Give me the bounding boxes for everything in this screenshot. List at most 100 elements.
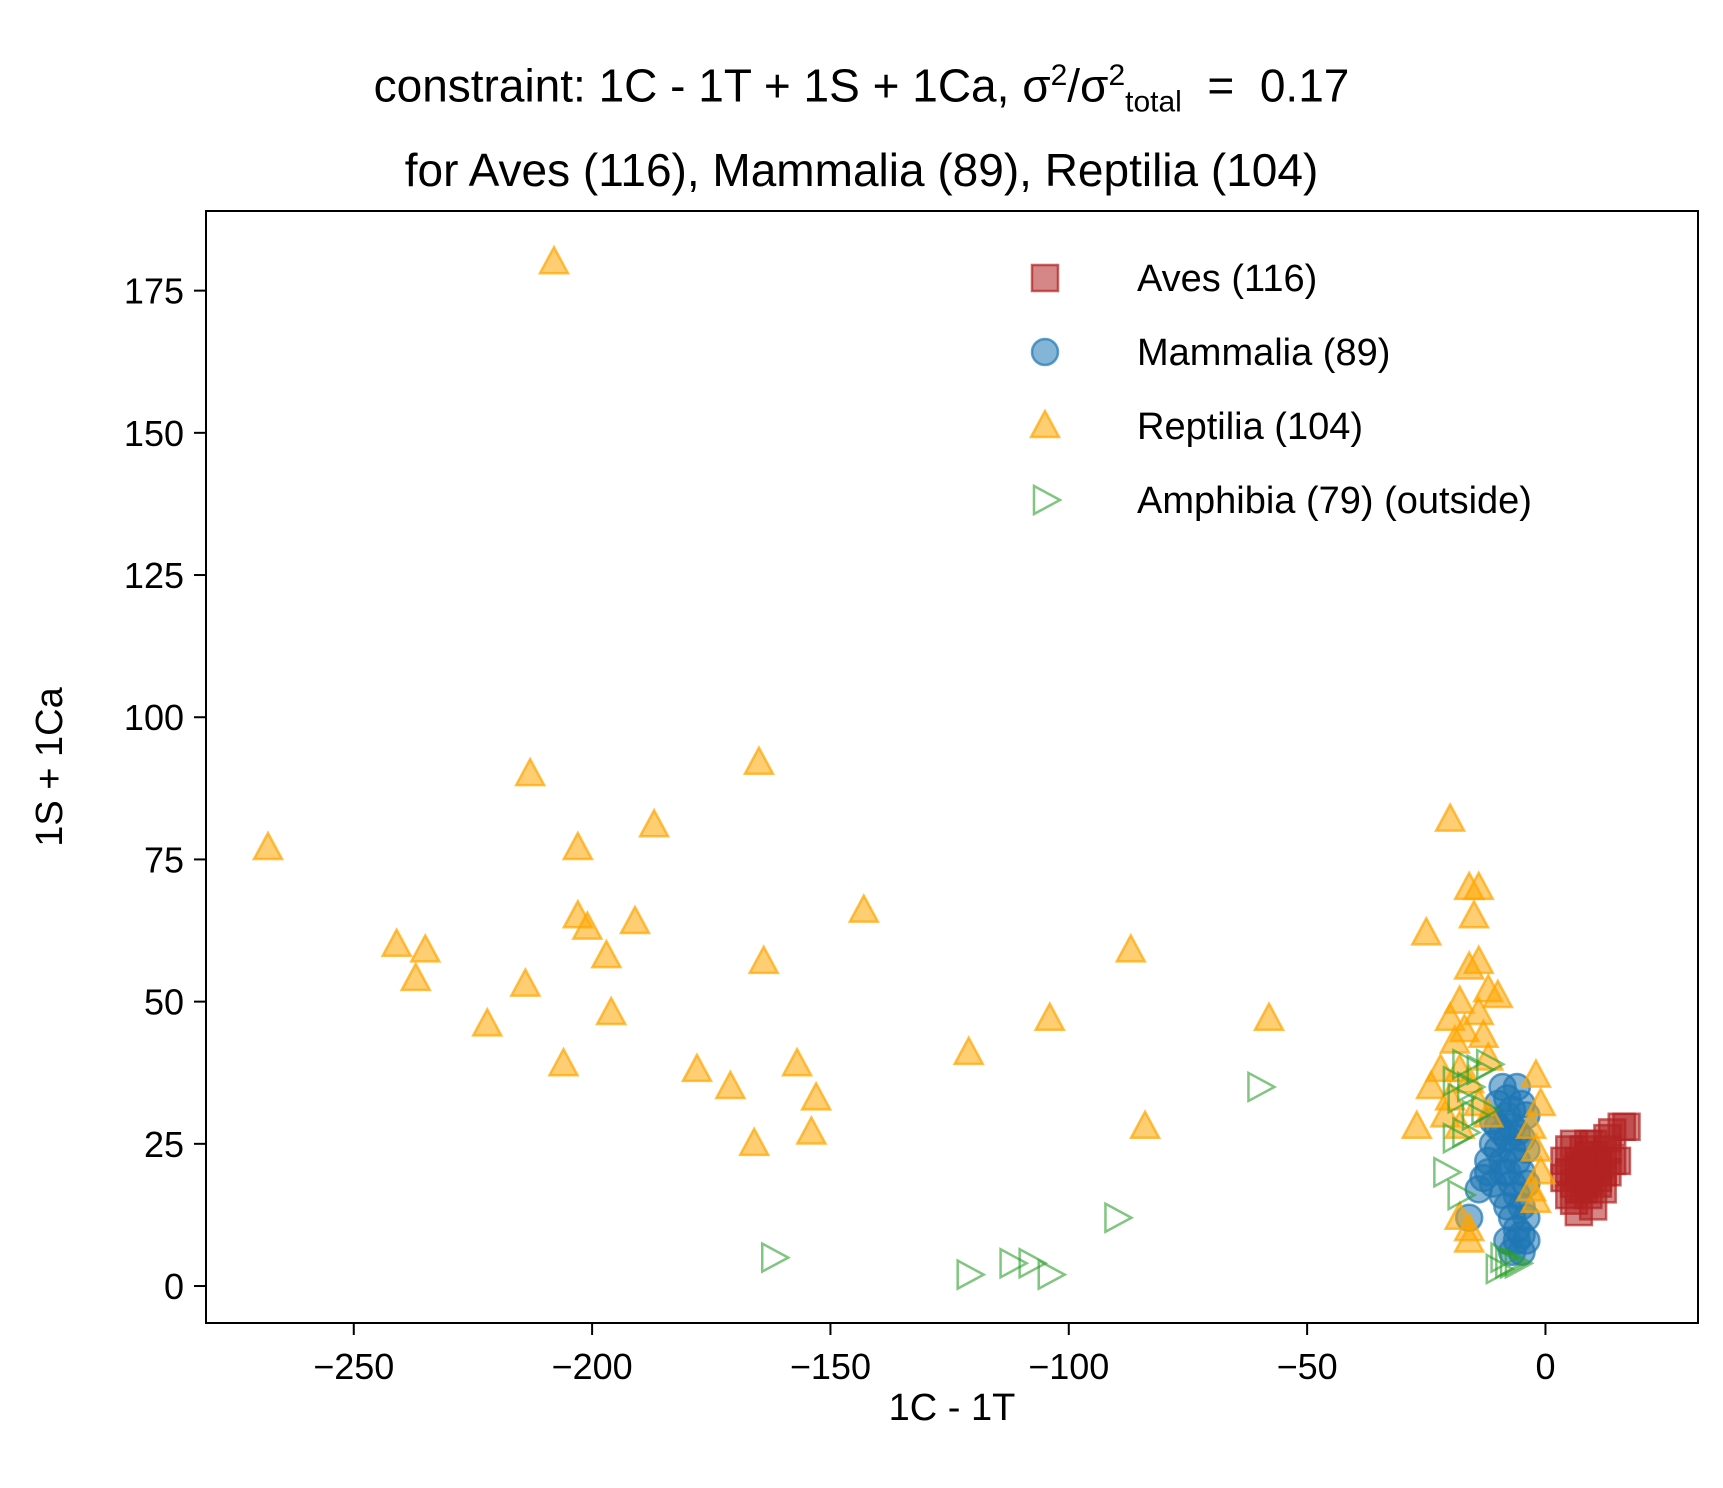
data-point — [1462, 870, 1495, 901]
y-tick-label: 100 — [124, 697, 184, 738]
title-sub: total — [1125, 85, 1182, 119]
data-point — [514, 756, 547, 787]
y-tick-label: 25 — [144, 1124, 184, 1165]
marks-layer — [251, 244, 1641, 1291]
data-point — [742, 745, 776, 775]
data-point — [547, 1046, 580, 1077]
data-point — [571, 910, 604, 940]
data-point — [380, 927, 413, 957]
legend-entry: Aves (116) — [1030, 258, 1317, 300]
data-point — [618, 904, 652, 935]
y-tick-label: 0 — [164, 1266, 184, 1307]
data-point — [1433, 1156, 1463, 1189]
data-point — [1476, 1048, 1506, 1081]
y-tick-label: 50 — [144, 982, 184, 1023]
title-sup-1: 2 — [1050, 59, 1068, 92]
y-axis-label: 1S + 1Ca — [29, 686, 71, 846]
data-point — [590, 938, 623, 969]
series-0 — [1550, 1112, 1641, 1227]
x-tick-label: 0 — [1535, 1346, 1555, 1387]
data-point — [1488, 1158, 1517, 1187]
data-point — [1252, 1001, 1286, 1031]
data-point — [1434, 1001, 1467, 1031]
series-3 — [760, 1048, 1535, 1291]
y-tick-label: 175 — [124, 271, 184, 312]
data-point — [1037, 1258, 1068, 1291]
data-point — [1128, 1109, 1162, 1140]
title-prefix: constraint: 1C - 1T + 1S + 1Ca, σ — [373, 59, 1051, 112]
legend-label: Mammalia (89) — [1137, 332, 1390, 374]
data-point — [952, 1035, 985, 1066]
data-point — [1481, 978, 1514, 1009]
data-point — [1447, 1178, 1478, 1212]
data-point — [409, 932, 442, 963]
series-1 — [1454, 1072, 1541, 1267]
data-point — [1515, 1109, 1548, 1140]
data-point — [714, 1069, 747, 1100]
data-point — [637, 807, 671, 838]
data-point — [1414, 1069, 1448, 1100]
data-point — [399, 961, 432, 992]
legend-label: Amphibia (79) (outside) — [1137, 480, 1532, 522]
data-point — [1483, 1135, 1513, 1164]
data-point — [1519, 1131, 1553, 1162]
data-point — [1447, 1082, 1478, 1115]
data-point — [1519, 1057, 1553, 1088]
data-point — [760, 1241, 791, 1274]
data-point — [1104, 1201, 1135, 1234]
data-point — [509, 966, 542, 997]
legend-marker — [1032, 483, 1063, 517]
data-point — [1438, 1023, 1471, 1054]
data-point — [561, 830, 594, 861]
data-point — [1462, 995, 1495, 1026]
legend-marker — [1028, 408, 1062, 439]
y-tick-label: 75 — [144, 839, 184, 880]
data-point — [1442, 1122, 1473, 1155]
title-suffix: = 0.17 — [1181, 59, 1350, 112]
data-point — [1018, 1247, 1049, 1280]
legend-entry: Mammalia (89) — [1030, 332, 1390, 374]
data-point — [1247, 1070, 1278, 1104]
x-tick-label: −150 — [790, 1346, 871, 1387]
data-point — [1583, 1152, 1613, 1181]
data-point — [1471, 1093, 1502, 1126]
data-point — [1033, 1001, 1066, 1031]
chart-title-line2: for Aves (116), Mammalia (89), Reptilia … — [404, 144, 1319, 196]
data-point — [1453, 1222, 1486, 1253]
data-point — [1504, 1247, 1535, 1280]
data-point — [999, 1247, 1030, 1280]
data-point — [1114, 932, 1147, 963]
legend-entry: Reptilia (104) — [1028, 406, 1363, 448]
y-tick-label: 150 — [124, 413, 184, 454]
legend-entry: Amphibia (79) (outside) — [1032, 480, 1532, 522]
data-point — [1467, 1018, 1500, 1049]
data-point — [800, 1080, 833, 1111]
data-point — [1485, 1252, 1516, 1286]
plot-frame — [205, 210, 1699, 1324]
x-tick-label: −200 — [552, 1346, 633, 1387]
data-point — [251, 830, 285, 861]
data-point — [1519, 1183, 1553, 1213]
data-point — [1462, 944, 1495, 975]
data-point — [1410, 915, 1443, 946]
data-point — [1434, 801, 1467, 832]
legend-marker — [1030, 263, 1060, 293]
data-point — [847, 892, 880, 923]
data-point — [795, 1114, 828, 1145]
chart-title-line1: constraint: 1C - 1T + 1S + 1Ca, σ2/σ2tot… — [0, 48, 1723, 131]
data-point — [1457, 898, 1491, 929]
data-point — [738, 1126, 771, 1157]
data-point — [595, 995, 628, 1026]
data-point — [471, 1006, 504, 1037]
data-point — [537, 244, 571, 275]
data-point — [1452, 1048, 1483, 1081]
legend: Aves (116) Mammalia (89) Reptilia (104) Amp… — [1028, 258, 1532, 522]
x-tick-label: −50 — [1277, 1346, 1338, 1387]
series-2 — [251, 244, 1557, 1253]
legend-label: Aves (116) — [1137, 258, 1317, 300]
data-point — [1524, 1086, 1557, 1117]
data-point — [747, 944, 780, 975]
data-point — [680, 1052, 714, 1083]
